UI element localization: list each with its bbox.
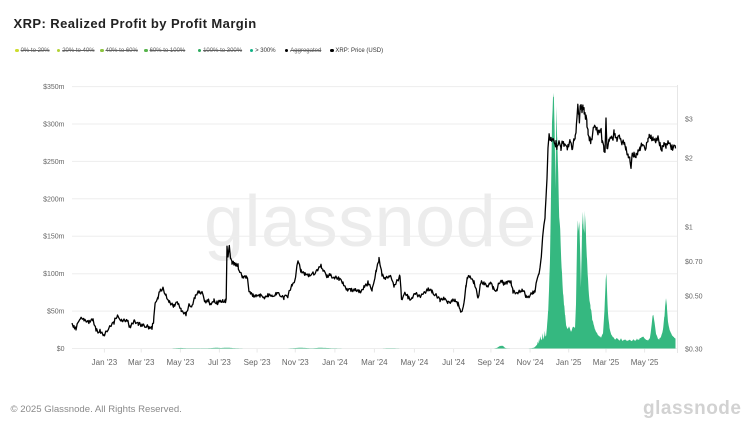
svg-text:$2: $2 bbox=[685, 156, 693, 163]
svg-text:$0.30: $0.30 bbox=[685, 346, 703, 353]
svg-text:Jul '23: Jul '23 bbox=[208, 358, 231, 367]
svg-text:Nov '24: Nov '24 bbox=[517, 358, 544, 367]
svg-text:$200m: $200m bbox=[43, 196, 65, 203]
svg-text:$0: $0 bbox=[57, 346, 65, 353]
svg-text:Mar '24: Mar '24 bbox=[361, 358, 388, 367]
svg-text:$250m: $250m bbox=[43, 159, 65, 166]
svg-text:May '25: May '25 bbox=[631, 358, 659, 367]
svg-text:$350m: $350m bbox=[43, 84, 65, 91]
svg-text:$100m: $100m bbox=[43, 271, 65, 278]
svg-text:Jan '24: Jan '24 bbox=[322, 358, 348, 367]
svg-text:May '24: May '24 bbox=[401, 358, 429, 367]
svg-text:Sep '23: Sep '23 bbox=[244, 358, 271, 367]
svg-text:$150m: $150m bbox=[43, 234, 65, 241]
svg-text:$300m: $300m bbox=[43, 122, 65, 129]
svg-text:Sep '24: Sep '24 bbox=[477, 358, 504, 367]
svg-text:$50m: $50m bbox=[47, 309, 65, 316]
svg-text:$1: $1 bbox=[685, 225, 693, 232]
svg-text:$3: $3 bbox=[685, 117, 693, 124]
svg-text:Jul '24: Jul '24 bbox=[442, 358, 465, 367]
svg-text:Mar '25: Mar '25 bbox=[593, 358, 620, 367]
svg-text:Nov '23: Nov '23 bbox=[282, 358, 309, 367]
svg-text:Jan '23: Jan '23 bbox=[92, 358, 118, 367]
svg-text:$0.70: $0.70 bbox=[685, 259, 703, 266]
svg-text:$0.50: $0.50 bbox=[685, 293, 703, 300]
svg-text:Jan '25: Jan '25 bbox=[556, 358, 582, 367]
svg-text:Mar '23: Mar '23 bbox=[128, 358, 155, 367]
svg-text:May '23: May '23 bbox=[167, 358, 195, 367]
